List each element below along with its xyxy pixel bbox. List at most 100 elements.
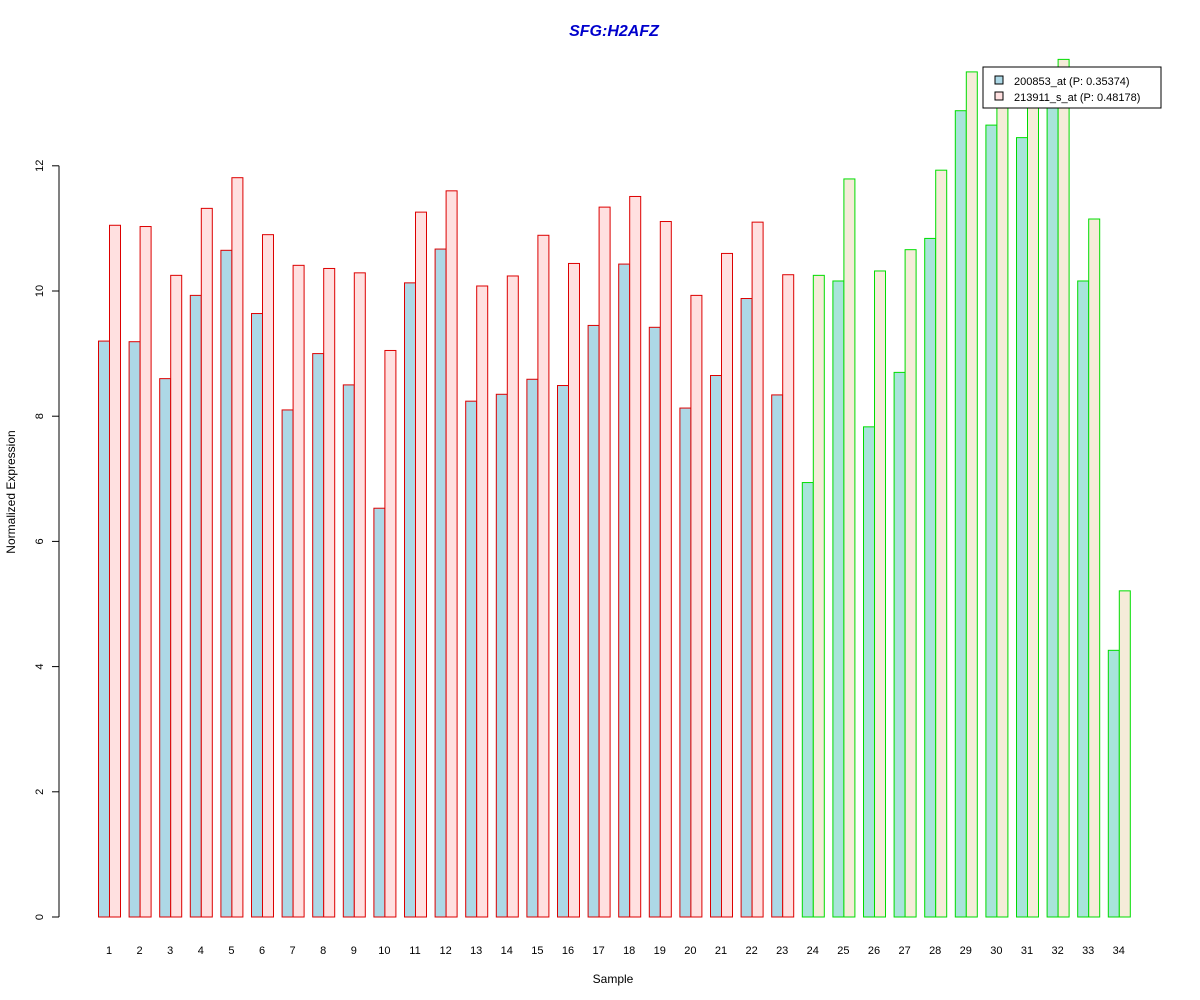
- x-tick-label: 32: [1051, 945, 1063, 957]
- bar-series-2-sample-2: [139, 226, 152, 918]
- bar-series-2-sample-1: [109, 224, 121, 918]
- bar-series-2-sample-18: [629, 195, 642, 918]
- bar-series-1-sample-17: [587, 324, 600, 918]
- bar-series-1-sample-25: [832, 280, 845, 918]
- bar-series-2-sample-8: [323, 267, 336, 918]
- bar-series-2-sample-16: [568, 262, 580, 918]
- bars-group: [98, 58, 1131, 918]
- bar-series-1-sample-1: [98, 340, 110, 918]
- bar-series-1-sample-5: [220, 249, 233, 918]
- bar-series-2-sample-14: [506, 275, 519, 918]
- bar-series-2-sample-12: [445, 190, 458, 918]
- bar-series-1-sample-15: [526, 378, 539, 918]
- x-tick-label: 23: [776, 945, 788, 957]
- bar-series-1-sample-4: [189, 294, 202, 918]
- bar-series-1-sample-33: [1077, 280, 1090, 918]
- bar-series-1-sample-16: [557, 385, 569, 918]
- bar-series-1-sample-8: [312, 353, 325, 918]
- x-tick-label: 14: [501, 945, 513, 957]
- bar-series-1-sample-11: [404, 282, 416, 918]
- bar-series-2-sample-30: [996, 102, 1009, 918]
- bar-series-1-sample-26: [863, 426, 875, 918]
- bar-series-1-sample-14: [495, 393, 508, 918]
- x-tick-label: 16: [562, 945, 574, 957]
- x-tick-label: 29: [960, 945, 972, 957]
- bar-series-2-sample-7: [292, 264, 305, 918]
- y-tick-label: 12: [34, 160, 46, 172]
- x-tick-label: 18: [623, 945, 635, 957]
- bar-series-2-sample-20: [690, 294, 703, 918]
- x-tick-label: 6: [259, 945, 265, 957]
- bar-series-1-sample-6: [251, 313, 263, 918]
- bar-series-2-sample-4: [200, 207, 213, 918]
- bar-series-1-sample-28: [924, 237, 937, 918]
- x-tick-label: 17: [592, 945, 604, 957]
- bar-series-2-sample-24: [812, 274, 825, 918]
- x-tick-label: 25: [837, 945, 849, 957]
- x-tick-label: 27: [898, 945, 910, 957]
- bar-series-2-sample-32: [1057, 58, 1070, 918]
- bar-series-1-sample-23: [771, 394, 784, 918]
- bar-series-2-sample-33: [1088, 218, 1101, 918]
- bar-series-2-sample-5: [231, 177, 244, 918]
- x-tick-labels: 1 2 3 4 5 6 7 8 9 10 11 12 13 14 15 16 17 18 19 20 21 22 23 24 2…: [106, 945, 1125, 957]
- x-tick-label: 3: [167, 945, 173, 957]
- bar-series-1-sample-31: [1016, 137, 1028, 918]
- bar-series-2-sample-15: [537, 234, 550, 918]
- x-tick-label: 7: [290, 945, 296, 957]
- bar-series-1-sample-24: [801, 482, 814, 918]
- x-tick-label: 5: [228, 945, 234, 957]
- bar-series-2-sample-3: [170, 274, 183, 918]
- bar-series-1-sample-2: [128, 341, 141, 918]
- x-tick-label: 30: [990, 945, 1002, 957]
- bar-series-2-sample-21: [721, 252, 733, 918]
- bar-series-1-sample-20: [679, 407, 692, 918]
- x-tick-label: 4: [198, 945, 204, 957]
- bar-series-2-sample-23: [782, 274, 795, 918]
- y-tick-label: 4: [34, 664, 46, 670]
- legend-label-series-2: 213911_s_at (P: 0.48178): [1014, 92, 1140, 104]
- y-tick-label: 0: [34, 914, 46, 920]
- y-tick-label: 2: [34, 789, 46, 795]
- bar-series-1-sample-22: [740, 298, 753, 918]
- bar-series-1-sample-21: [710, 375, 722, 918]
- x-tick-label: 33: [1082, 945, 1094, 957]
- x-tick-label: 9: [351, 945, 357, 957]
- bar-series-2-sample-34: [1118, 590, 1131, 918]
- bar-series-2-sample-26: [874, 270, 886, 918]
- x-tick-label: 34: [1113, 945, 1125, 957]
- bar-series-2-sample-19: [659, 221, 672, 918]
- bar-series-1-sample-18: [618, 263, 631, 918]
- bar-series-1-sample-13: [465, 400, 478, 918]
- x-tick-label: 12: [439, 945, 451, 957]
- y-axis-label: Normalized Expression: [4, 430, 18, 553]
- y-tick-label: 6: [34, 538, 46, 544]
- x-tick-label: 13: [470, 945, 482, 957]
- bar-series-1-sample-30: [985, 124, 998, 918]
- x-tick-label: 22: [745, 945, 757, 957]
- bar-series-1-sample-34: [1107, 649, 1120, 918]
- legend-swatch-series-2: [994, 91, 1004, 101]
- x-axis-label: Sample: [593, 972, 634, 986]
- bar-series-1-sample-3: [159, 378, 172, 918]
- y-axis: 0 2 4 6 8 10 12: [34, 160, 60, 920]
- x-tick-label: 19: [654, 945, 666, 957]
- bar-series-1-sample-29: [954, 110, 967, 918]
- bar-series-2-sample-6: [262, 234, 274, 918]
- x-tick-label: 24: [807, 945, 819, 957]
- x-tick-label: 21: [715, 945, 727, 957]
- x-tick-label: 15: [531, 945, 543, 957]
- x-tick-label: 8: [320, 945, 326, 957]
- bar-series-2-sample-13: [476, 285, 489, 918]
- x-tick-label: 1: [106, 945, 112, 957]
- bar-series-1-sample-12: [434, 248, 447, 918]
- bar-series-2-sample-29: [965, 71, 978, 918]
- bar-series-2-sample-27: [904, 249, 917, 918]
- bar-series-2-sample-28: [935, 169, 948, 918]
- x-tick-label: 28: [929, 945, 941, 957]
- bar-series-2-sample-31: [1027, 99, 1039, 918]
- bar-series-1-sample-27: [893, 371, 906, 918]
- bar-series-2-sample-10: [384, 349, 397, 918]
- bar-series-2-sample-17: [598, 206, 611, 918]
